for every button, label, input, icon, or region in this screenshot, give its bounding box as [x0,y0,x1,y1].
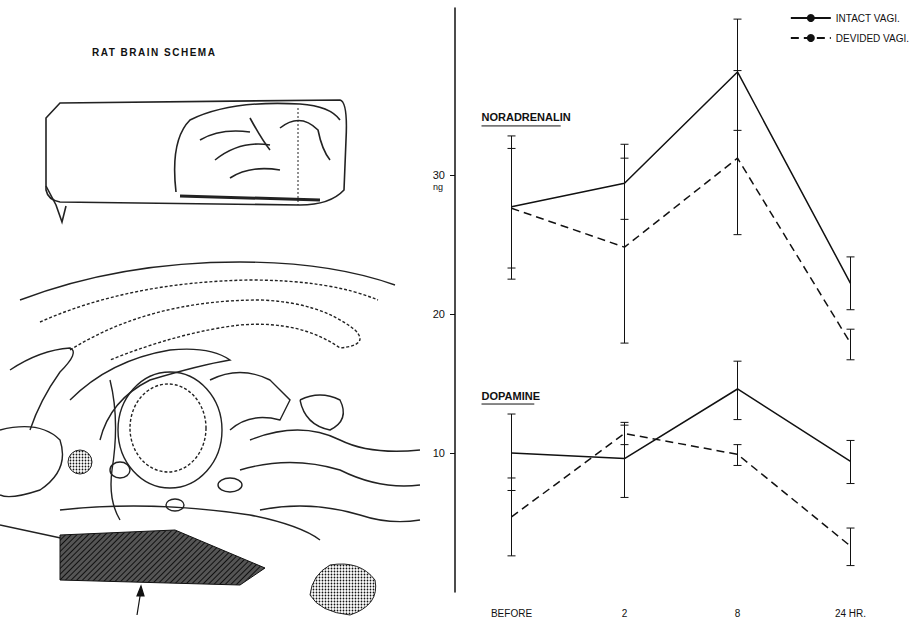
svg-text:8: 8 [735,608,741,619]
svg-text:20: 20 [433,308,445,320]
svg-text:DEVIDED VAGI.: DEVIDED VAGI. [836,33,909,44]
svg-text:RAT BRAIN SCHEMA: RAT BRAIN SCHEMA [92,47,216,58]
svg-text:30: 30 [433,169,445,181]
svg-text:DOPAMINE: DOPAMINE [482,390,540,402]
svg-text:ng: ng [433,182,443,192]
svg-text:2: 2 [622,608,628,619]
svg-text:10: 10 [433,447,445,459]
svg-text:INTACT VAGI.: INTACT VAGI. [836,13,900,24]
svg-text:NORADRENALIN: NORADRENALIN [482,111,571,123]
svg-text:24 HR.: 24 HR. [835,608,866,619]
svg-text:BEFORE: BEFORE [491,608,532,619]
